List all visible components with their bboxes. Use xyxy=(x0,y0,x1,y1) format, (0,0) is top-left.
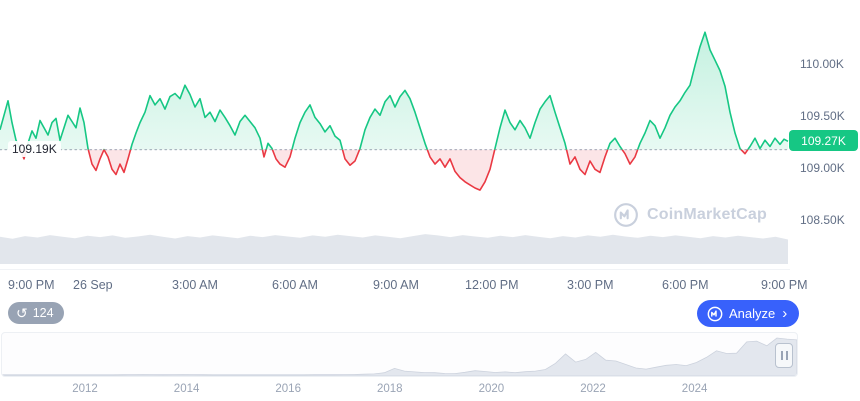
year-label: 2022 xyxy=(580,383,606,395)
current-price-badge: 109.27K xyxy=(789,130,858,152)
y-axis-label: 108.50K xyxy=(800,213,845,228)
y-axis: 110.00K 109.50K 109.00K 108.50K xyxy=(790,0,860,268)
history-count: 124 xyxy=(32,306,54,320)
coinmarketcap-logo-icon xyxy=(614,203,638,227)
year-label: 2014 xyxy=(173,383,200,395)
chart-divider xyxy=(0,269,790,270)
watermark-text: CoinMarketCap xyxy=(647,206,767,223)
range-handle[interactable] xyxy=(775,343,793,368)
history-icon: ↺ xyxy=(16,305,28,321)
history-count-badge[interactable]: ↺ 124 xyxy=(8,302,64,324)
coinmarketcap-logo-icon-small xyxy=(707,306,723,321)
time-label: 12:00 PM xyxy=(465,278,519,292)
history-area-chart xyxy=(2,337,797,376)
year-label: 2012 xyxy=(72,383,98,395)
time-label: 9:00 PM xyxy=(8,278,55,292)
x-axis-time-labels: 9:00 PM 26 Sep 3:00 AM 6:00 AM 9:00 AM 12:00 … xyxy=(0,278,860,294)
year-axis: 2012 2014 2016 2018 2020 2022 2024 xyxy=(0,383,800,397)
year-label: 2024 xyxy=(681,383,708,395)
y-axis-label: 110.00K xyxy=(800,57,844,72)
range-navigator[interactable] xyxy=(1,332,798,377)
coinmarketcap-watermark: CoinMarketCap xyxy=(613,202,767,228)
year-label: 2018 xyxy=(377,383,403,395)
chevron-right-icon: › xyxy=(782,305,788,322)
handle-grip-bar xyxy=(785,351,788,360)
time-label: 6:00 AM xyxy=(272,278,318,292)
time-label: 9:00 AM xyxy=(373,278,419,292)
y-axis-label: 109.00K xyxy=(800,161,845,176)
time-label: 3:00 AM xyxy=(172,278,218,292)
year-label: 2020 xyxy=(478,383,505,395)
price-line-chart[interactable] xyxy=(0,0,790,268)
handle-grip-bar xyxy=(780,351,783,360)
time-label: 3:00 PM xyxy=(567,278,614,292)
analyze-label: Analyze xyxy=(729,306,776,321)
time-label: 6:00 PM xyxy=(662,278,709,292)
time-label: 26 Sep xyxy=(73,278,113,292)
year-label: 2016 xyxy=(275,383,301,395)
time-label: 9:00 PM xyxy=(761,278,808,292)
y-axis-label: 109.50K xyxy=(800,109,845,124)
analyze-button[interactable]: Analyze › xyxy=(697,300,800,327)
baseline-price-label: 109.19K xyxy=(8,140,61,157)
